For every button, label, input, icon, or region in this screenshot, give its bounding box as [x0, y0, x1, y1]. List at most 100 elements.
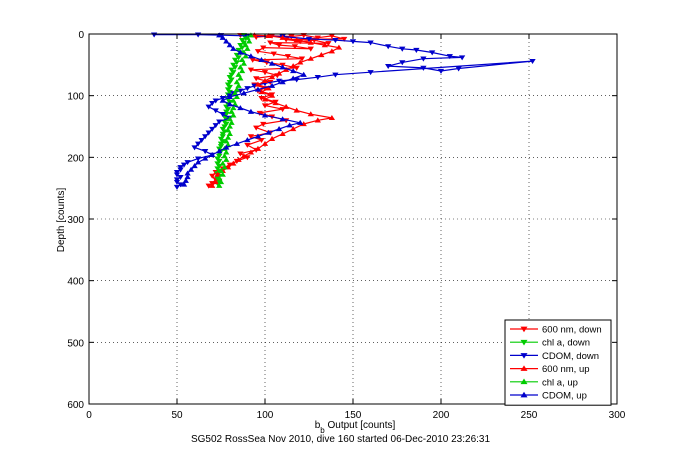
data-point — [219, 126, 226, 132]
data-point — [191, 163, 198, 169]
data-point — [226, 93, 233, 100]
data-point — [202, 155, 209, 161]
data-point — [216, 158, 223, 164]
data-point — [194, 141, 202, 147]
data-point — [226, 130, 233, 137]
data-point — [261, 70, 269, 76]
data-point — [268, 74, 276, 80]
data-point — [307, 46, 314, 52]
data-point — [275, 126, 283, 132]
data-point — [349, 39, 357, 45]
data-point — [247, 108, 255, 114]
legend: 600 nm, down chl a, down CDOM, down 600 nm,… — [504, 319, 612, 406]
data-point — [247, 32, 255, 38]
data-point — [244, 45, 251, 51]
data-point — [254, 86, 262, 92]
data-point — [335, 44, 343, 50]
data-point — [293, 107, 300, 113]
data-point — [233, 79, 240, 85]
data-point — [219, 131, 226, 137]
data-point — [284, 54, 292, 60]
data-point — [173, 172, 181, 178]
data-point — [209, 151, 216, 157]
data-point — [221, 164, 228, 170]
data-point — [226, 42, 233, 48]
data-point — [230, 70, 237, 76]
data-point — [399, 60, 406, 66]
data-point — [233, 60, 240, 66]
data-point — [437, 68, 445, 74]
data-point — [328, 114, 336, 120]
data-point — [217, 179, 225, 185]
data-point — [173, 179, 181, 185]
y-tick-label: 600 — [67, 400, 84, 411]
legend-label: CDOM, up — [542, 391, 587, 402]
data-point — [279, 79, 286, 85]
data-point — [267, 40, 274, 46]
legend-label: CDOM, down — [542, 351, 599, 362]
data-point — [314, 75, 321, 81]
data-point — [272, 100, 279, 106]
data-point — [231, 57, 239, 63]
data-point — [332, 72, 339, 78]
data-point — [228, 119, 235, 125]
data-point — [300, 71, 307, 77]
data-point — [258, 96, 265, 102]
data-point — [242, 53, 249, 59]
ticks: 0 50 100 150 200 250 300 0 100 200 300 400 500 600 — [67, 30, 625, 421]
data-point — [223, 156, 230, 162]
data-point — [260, 121, 267, 127]
data-point — [202, 149, 209, 155]
legend-swatch-marker — [520, 365, 528, 371]
legend-swatch-marker — [520, 378, 528, 385]
data-point — [290, 68, 297, 74]
data-point — [240, 40, 248, 46]
data-point — [228, 108, 235, 114]
data-point — [177, 167, 184, 173]
data-point — [223, 138, 230, 144]
data-point — [307, 39, 314, 45]
data-point — [293, 37, 300, 43]
data-point — [216, 175, 223, 181]
data-point — [385, 63, 392, 69]
data-point — [247, 67, 255, 73]
data-point — [321, 42, 328, 48]
series-layer — [150, 32, 536, 190]
data-point — [223, 109, 230, 115]
data-point — [254, 133, 262, 139]
data-point — [291, 44, 299, 50]
legend-box — [504, 319, 612, 406]
data-point — [254, 145, 262, 151]
data-point — [261, 140, 269, 146]
data-point — [194, 156, 202, 162]
data-point — [235, 55, 242, 61]
data-point — [240, 90, 248, 96]
y-tick-label: 300 — [67, 215, 84, 226]
data-point — [290, 75, 297, 81]
data-point — [226, 84, 233, 90]
data-point — [265, 32, 272, 38]
data-point — [413, 47, 420, 53]
data-point — [237, 64, 244, 70]
series-2 — [150, 32, 536, 190]
data-point — [226, 116, 233, 122]
data-point — [458, 55, 466, 61]
data-point — [177, 182, 184, 188]
data-point — [226, 75, 233, 81]
data-point — [367, 70, 374, 76]
data-point — [258, 137, 265, 143]
data-point — [279, 64, 286, 70]
data-point — [173, 177, 181, 183]
series-5 — [180, 32, 307, 187]
legend-item: 600 nm, up — [510, 364, 590, 375]
data-point — [231, 65, 239, 71]
data-point — [429, 50, 436, 56]
data-point — [212, 108, 219, 114]
data-point — [221, 124, 228, 130]
data-point — [180, 162, 188, 168]
data-point — [244, 34, 251, 40]
data-point — [228, 77, 235, 83]
legend-item: chl a, down — [510, 338, 590, 349]
